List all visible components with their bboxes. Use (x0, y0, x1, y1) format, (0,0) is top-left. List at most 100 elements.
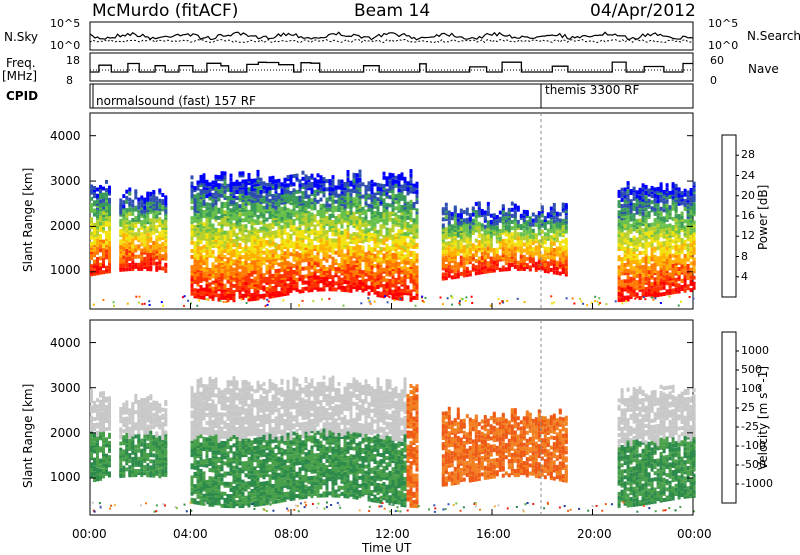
heatmap-cell (666, 200, 669, 204)
heatmap-cell (448, 268, 451, 272)
heatmap-cell (669, 254, 672, 258)
heatmap-cell (305, 215, 308, 219)
heatmap-cell (532, 241, 535, 245)
heatmap-cell (484, 266, 487, 270)
heatmap-cell (227, 196, 230, 200)
heatmap-cell (308, 176, 311, 180)
heatmap-cell (93, 260, 96, 264)
heatmap-cell (134, 263, 137, 267)
heatmap-cell (254, 270, 257, 274)
heatmap-cell (218, 273, 221, 277)
heatmap-cell (272, 253, 275, 257)
heatmap-cell (212, 275, 215, 279)
heatmap-cell (248, 210, 251, 214)
heatmap-cell (338, 179, 341, 183)
heatmap-cell (416, 214, 419, 218)
heatmap-cell (155, 229, 158, 233)
heatmap-cell (460, 213, 463, 217)
heatmap-cell (633, 197, 636, 201)
heatmap-cell (544, 253, 547, 257)
heatmap-cell (475, 239, 478, 243)
heatmap-cell (547, 220, 550, 224)
heatmap-cell (108, 198, 111, 202)
heatmap-cell (365, 201, 368, 205)
heatmap-cell (146, 192, 149, 196)
heatmap-cell (621, 280, 624, 284)
heatmap-cell (356, 281, 359, 285)
heatmap-cell (263, 232, 266, 236)
heatmap-cell (514, 204, 517, 208)
heatmap-cell (260, 221, 263, 225)
heatmap-cell (311, 284, 314, 288)
heatmap-cell (454, 218, 457, 222)
heatmap-cell (293, 231, 296, 235)
heatmap-cell (245, 216, 248, 220)
heatmap-cell (140, 210, 143, 214)
heatmap-cell (338, 237, 341, 241)
heatmap-cell (233, 268, 236, 272)
heatmap-cell (158, 189, 161, 193)
heatmap-cell (239, 223, 242, 227)
heatmap-cell (672, 201, 675, 205)
heatmap-cell (627, 232, 630, 236)
heatmap-cell (105, 180, 108, 184)
heatmap-cell (377, 234, 380, 238)
heatmap-cell (377, 271, 380, 275)
heatmap-cell (374, 278, 377, 282)
heatmap-cell (293, 227, 296, 231)
heatmap-cell (636, 268, 639, 272)
heatmap-cell (511, 232, 514, 236)
heatmap-cell (326, 208, 329, 212)
heatmap-cell (642, 273, 645, 277)
heatmap-cell (161, 199, 164, 203)
heatmap-cell (287, 275, 290, 279)
heatmap-cell (505, 261, 508, 265)
heatmap-cell (164, 224, 167, 228)
heatmap-cell (224, 216, 227, 220)
heatmap-cell (398, 274, 401, 278)
heatmap-cell (520, 232, 523, 236)
heatmap-cell (660, 182, 663, 186)
heatmap-cell (209, 197, 212, 201)
heatmap-cell (350, 281, 353, 285)
heatmap-cell (562, 258, 565, 262)
heatmap-cell (562, 254, 565, 258)
heatmap-cell (332, 179, 335, 183)
heatmap-cell (233, 215, 236, 219)
heatmap-cell (445, 272, 448, 276)
heatmap-cell (305, 221, 308, 225)
heatmap-cell (624, 200, 627, 204)
heatmap-cell (134, 224, 137, 228)
heatmap-cell (102, 258, 105, 262)
heatmap-cell (666, 259, 669, 263)
heatmap-cell (152, 215, 155, 219)
heatmap-cell (651, 247, 654, 251)
heatmap-cell (302, 259, 305, 263)
heatmap-cell (251, 279, 254, 283)
heatmap-cell (161, 193, 164, 197)
heatmap-cell (338, 194, 341, 198)
heatmap-cell (380, 188, 383, 192)
heatmap-cell (523, 249, 526, 253)
heatmap-cell (326, 255, 329, 259)
heatmap-cell (371, 227, 374, 231)
heatmap-cell (272, 249, 275, 253)
heatmap-cell (463, 265, 466, 269)
heatmap-cell (260, 280, 263, 284)
heatmap-cell (442, 256, 445, 260)
heatmap-cell (410, 173, 413, 177)
heatmap-cell (407, 242, 410, 246)
heatmap-cell (636, 274, 639, 278)
heatmap-cell (365, 185, 368, 189)
power-heatmap (90, 113, 696, 309)
heatmap-cell (550, 207, 553, 211)
heatmap-cell (627, 255, 630, 259)
heatmap-cell (407, 257, 410, 261)
heatmap-cell (143, 198, 146, 202)
heatmap-cell (398, 252, 401, 256)
heatmap-cell (242, 212, 245, 216)
heatmap-cell (481, 238, 484, 242)
heatmap-cell (380, 212, 383, 216)
heatmap-cell (356, 202, 359, 206)
heatmap-cell (329, 179, 332, 183)
